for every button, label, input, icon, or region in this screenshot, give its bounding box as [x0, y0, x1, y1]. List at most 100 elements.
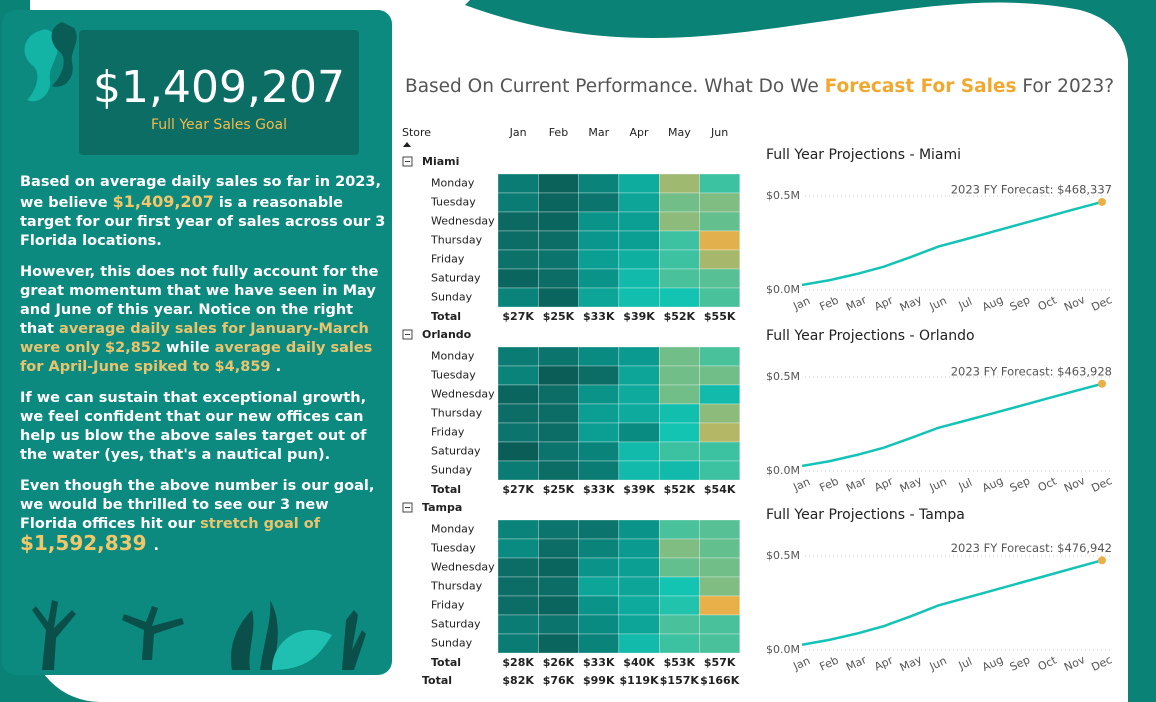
x-tick-label: Aug — [980, 474, 1005, 495]
total-value: $25K — [543, 310, 575, 323]
heat-cell — [699, 365, 740, 386]
row-label: Monday — [431, 177, 475, 190]
heat-cell — [699, 230, 740, 251]
heat-cell — [538, 403, 579, 424]
y-tick-label: $0.0M — [766, 464, 800, 477]
heat-cell — [618, 384, 660, 405]
heat-cell — [538, 576, 579, 597]
text: If we can sustain that exceptional growt… — [20, 390, 367, 463]
row-label: Thursday — [430, 234, 483, 247]
heat-cell — [659, 192, 700, 213]
text: Based on average daily sales so far in 2… — [20, 174, 381, 211]
line — [801, 200, 1103, 287]
heat-cell — [497, 633, 539, 654]
heat-cell — [659, 211, 700, 232]
heat-cell — [578, 614, 620, 635]
row-label: Tuesday — [430, 196, 476, 209]
expander — [402, 502, 413, 513]
x-tick-label: Jul — [956, 655, 974, 673]
heat-cell — [618, 192, 660, 213]
grand-total-label: Total — [422, 674, 452, 687]
total-value: $26K — [543, 656, 575, 669]
heat-cell — [497, 346, 539, 367]
heat-cell — [618, 346, 660, 367]
heat-cell — [578, 403, 620, 424]
heat-cell — [659, 403, 700, 424]
page-title: Based On Current Performance. What Do We… — [405, 76, 1114, 97]
heat-cell — [618, 422, 660, 443]
total-value: $52K — [664, 310, 696, 323]
heat-cell — [497, 422, 539, 443]
heat-cell — [578, 538, 620, 559]
total-value: $25K — [543, 483, 575, 496]
x-tick-label: Jan — [790, 294, 812, 313]
column-title: Store — [402, 126, 431, 139]
heat-cell — [578, 633, 620, 654]
ocean-decor — [24, 22, 366, 670]
heat-cell — [699, 519, 740, 540]
seahorse — [51, 22, 77, 87]
heat-cell — [618, 460, 660, 481]
heat-cell — [618, 268, 660, 289]
text: is a reasonable target for our first yea… — [20, 195, 386, 249]
x-tick-label: Jan — [790, 654, 812, 673]
heat-cell — [578, 287, 620, 308]
shell — [272, 629, 332, 670]
paragraph: If we can sustain that exceptional growt… — [20, 389, 388, 465]
heat-cell — [699, 595, 740, 616]
heat-cell — [659, 268, 700, 289]
heat-cell — [538, 287, 579, 308]
heat-cell — [618, 211, 660, 232]
heat-cell — [618, 538, 660, 559]
text: For 2023? — [1016, 76, 1115, 97]
big-text: $1,592,839 — [20, 531, 154, 555]
y-tick-label: $0.0M — [766, 283, 800, 296]
heat-cell — [618, 403, 660, 424]
heat-cell — [497, 268, 539, 289]
row-label: Friday — [431, 426, 465, 439]
corals — [32, 600, 366, 670]
text: However, this does not fully account for… — [20, 264, 379, 337]
heat-cell — [538, 538, 579, 559]
grand-total-value: $99K — [583, 674, 615, 687]
y-tick-label: $0.0M — [766, 643, 800, 656]
x-tick-label: Oct — [1036, 474, 1059, 494]
heat-cell — [538, 519, 579, 540]
heat-cell — [497, 230, 539, 251]
paragraph: However, this does not fully account for… — [20, 263, 388, 377]
x-tick-label: Dec — [1089, 653, 1114, 674]
heat-cell — [659, 346, 700, 367]
total-label: Total — [431, 656, 461, 669]
heat-cell — [659, 384, 700, 405]
column-label: Mar — [588, 126, 609, 139]
heat-cell — [578, 249, 620, 270]
x-tick-label: Mar — [844, 474, 869, 495]
row-label: Tuesday — [430, 369, 476, 382]
heat-cell — [699, 614, 740, 635]
heat-cell — [578, 173, 620, 194]
x-tick-label: Oct — [1036, 293, 1059, 313]
grand-total-value: $82K — [502, 674, 534, 687]
annotation: 2023 FY Forecast: $468,337 — [951, 182, 1112, 196]
heat-cell — [497, 460, 539, 481]
heat-cell — [497, 211, 539, 232]
heat-cell — [699, 211, 740, 232]
heat-cell — [618, 365, 660, 386]
heat-cell — [497, 287, 539, 308]
heat-cell — [538, 384, 579, 405]
goal-card: $1,409,207 Full Year Sales Goal — [79, 30, 359, 155]
heat-cell — [538, 614, 579, 635]
heat-cell — [659, 441, 700, 462]
chart-title: Full Year Projections - Miami — [766, 147, 961, 163]
narrative: Based on average daily sales so far in 2… — [20, 173, 388, 568]
x-tick-label: Oct — [1036, 653, 1059, 673]
goal-label: Full Year Sales Goal — [150, 117, 288, 133]
column-label: Jun — [710, 126, 728, 139]
heat-cell — [497, 576, 539, 597]
group-label: Orlando — [422, 328, 472, 341]
total-value: $27K — [502, 483, 534, 496]
total-label: Total — [431, 310, 461, 323]
row-label: Saturday — [431, 618, 481, 631]
x-tick-label: Apr — [872, 474, 895, 494]
grand-total-value: $76K — [543, 674, 575, 687]
